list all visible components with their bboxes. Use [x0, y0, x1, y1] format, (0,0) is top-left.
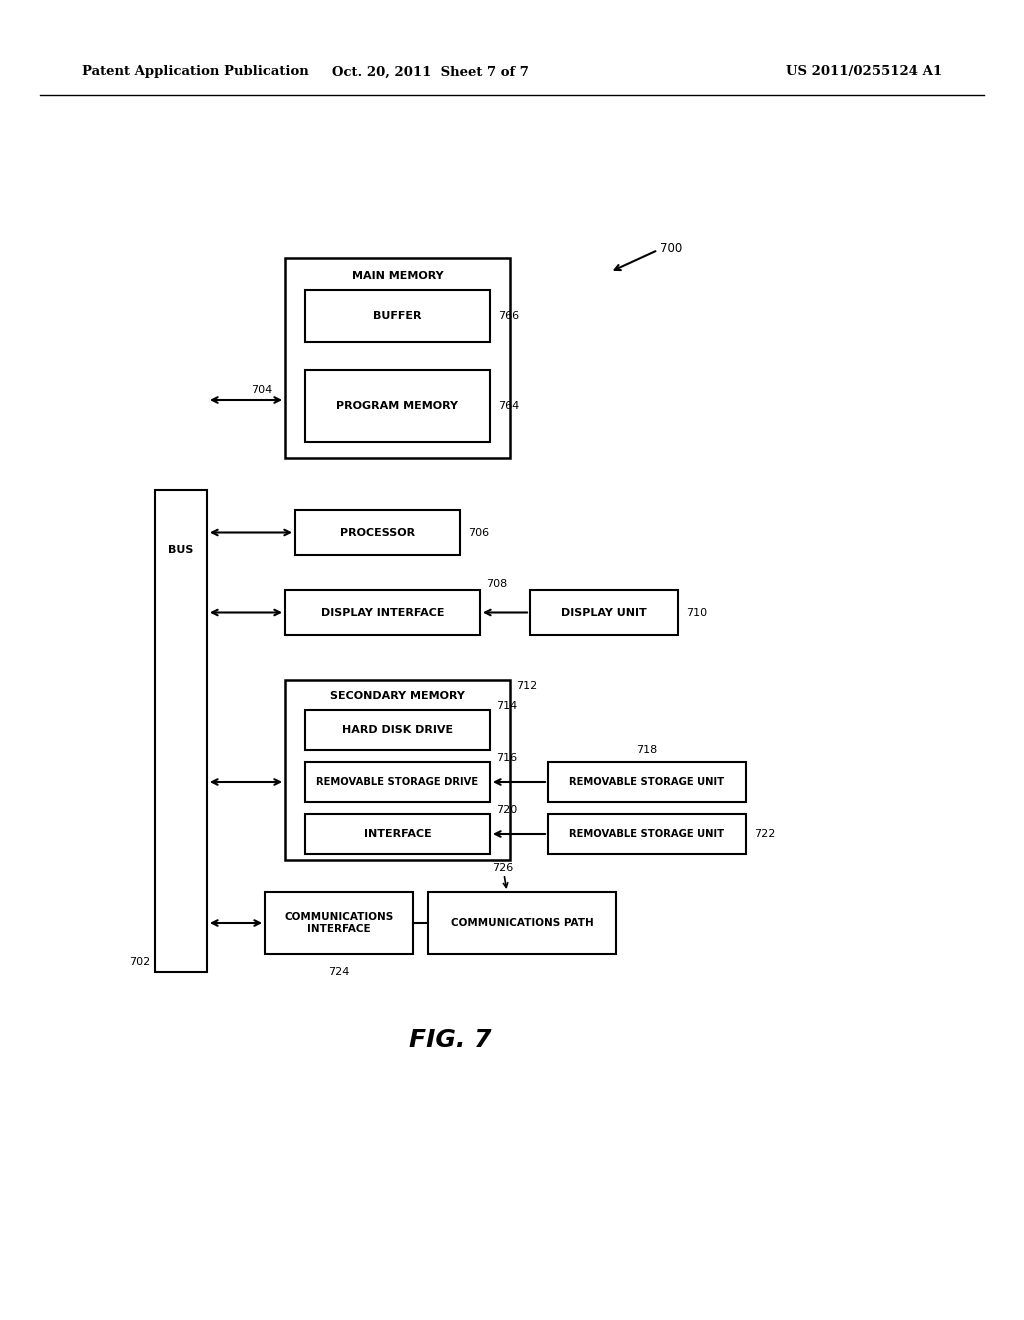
- Text: 712: 712: [516, 681, 538, 690]
- Bar: [530, 590, 678, 635]
- Bar: [295, 510, 460, 554]
- Text: BUS: BUS: [168, 545, 194, 554]
- Bar: [155, 490, 207, 972]
- Text: 714: 714: [496, 701, 517, 711]
- Text: Oct. 20, 2011  Sheet 7 of 7: Oct. 20, 2011 Sheet 7 of 7: [332, 66, 528, 78]
- Text: 710: 710: [686, 607, 708, 618]
- Text: REMOVABLE STORAGE DRIVE: REMOVABLE STORAGE DRIVE: [316, 777, 478, 787]
- Text: 720: 720: [496, 805, 517, 814]
- Text: BUFFER: BUFFER: [374, 312, 422, 321]
- Text: REMOVABLE STORAGE UNIT: REMOVABLE STORAGE UNIT: [569, 829, 725, 840]
- Text: PROGRAM MEMORY: PROGRAM MEMORY: [337, 401, 459, 411]
- Text: HARD DISK DRIVE: HARD DISK DRIVE: [342, 725, 453, 735]
- Text: DISPLAY UNIT: DISPLAY UNIT: [561, 607, 647, 618]
- Text: DISPLAY INTERFACE: DISPLAY INTERFACE: [321, 607, 444, 618]
- Bar: [285, 590, 480, 635]
- Text: 724: 724: [329, 968, 349, 977]
- Text: 706: 706: [468, 528, 489, 537]
- Text: 700: 700: [660, 242, 682, 255]
- Text: FIG. 7: FIG. 7: [409, 1028, 492, 1052]
- Text: MAIN MEMORY: MAIN MEMORY: [351, 271, 443, 281]
- Text: 704: 704: [251, 385, 272, 395]
- Text: COMMUNICATIONS
INTERFACE: COMMUNICATIONS INTERFACE: [285, 912, 393, 933]
- Bar: [428, 892, 616, 954]
- Bar: [548, 814, 746, 854]
- Bar: [305, 290, 490, 342]
- Bar: [305, 710, 490, 750]
- Bar: [265, 892, 413, 954]
- Text: REMOVABLE STORAGE UNIT: REMOVABLE STORAGE UNIT: [569, 777, 725, 787]
- Text: 718: 718: [636, 744, 657, 755]
- Text: US 2011/0255124 A1: US 2011/0255124 A1: [785, 66, 942, 78]
- Text: 708: 708: [486, 579, 507, 589]
- Text: 722: 722: [754, 829, 775, 840]
- Text: COMMUNICATIONS PATH: COMMUNICATIONS PATH: [451, 917, 593, 928]
- Text: 716: 716: [496, 752, 517, 763]
- Text: PROCESSOR: PROCESSOR: [340, 528, 415, 537]
- Bar: [285, 680, 510, 861]
- Text: 702: 702: [129, 957, 150, 968]
- Bar: [548, 762, 746, 803]
- Bar: [305, 814, 490, 854]
- Text: INTERFACE: INTERFACE: [364, 829, 431, 840]
- Text: Patent Application Publication: Patent Application Publication: [82, 66, 309, 78]
- Text: 726: 726: [492, 863, 513, 873]
- Bar: [305, 762, 490, 803]
- Bar: [305, 370, 490, 442]
- Bar: [285, 257, 510, 458]
- Text: 766: 766: [498, 312, 519, 321]
- Text: 764: 764: [498, 401, 519, 411]
- Text: SECONDARY MEMORY: SECONDARY MEMORY: [330, 690, 465, 701]
